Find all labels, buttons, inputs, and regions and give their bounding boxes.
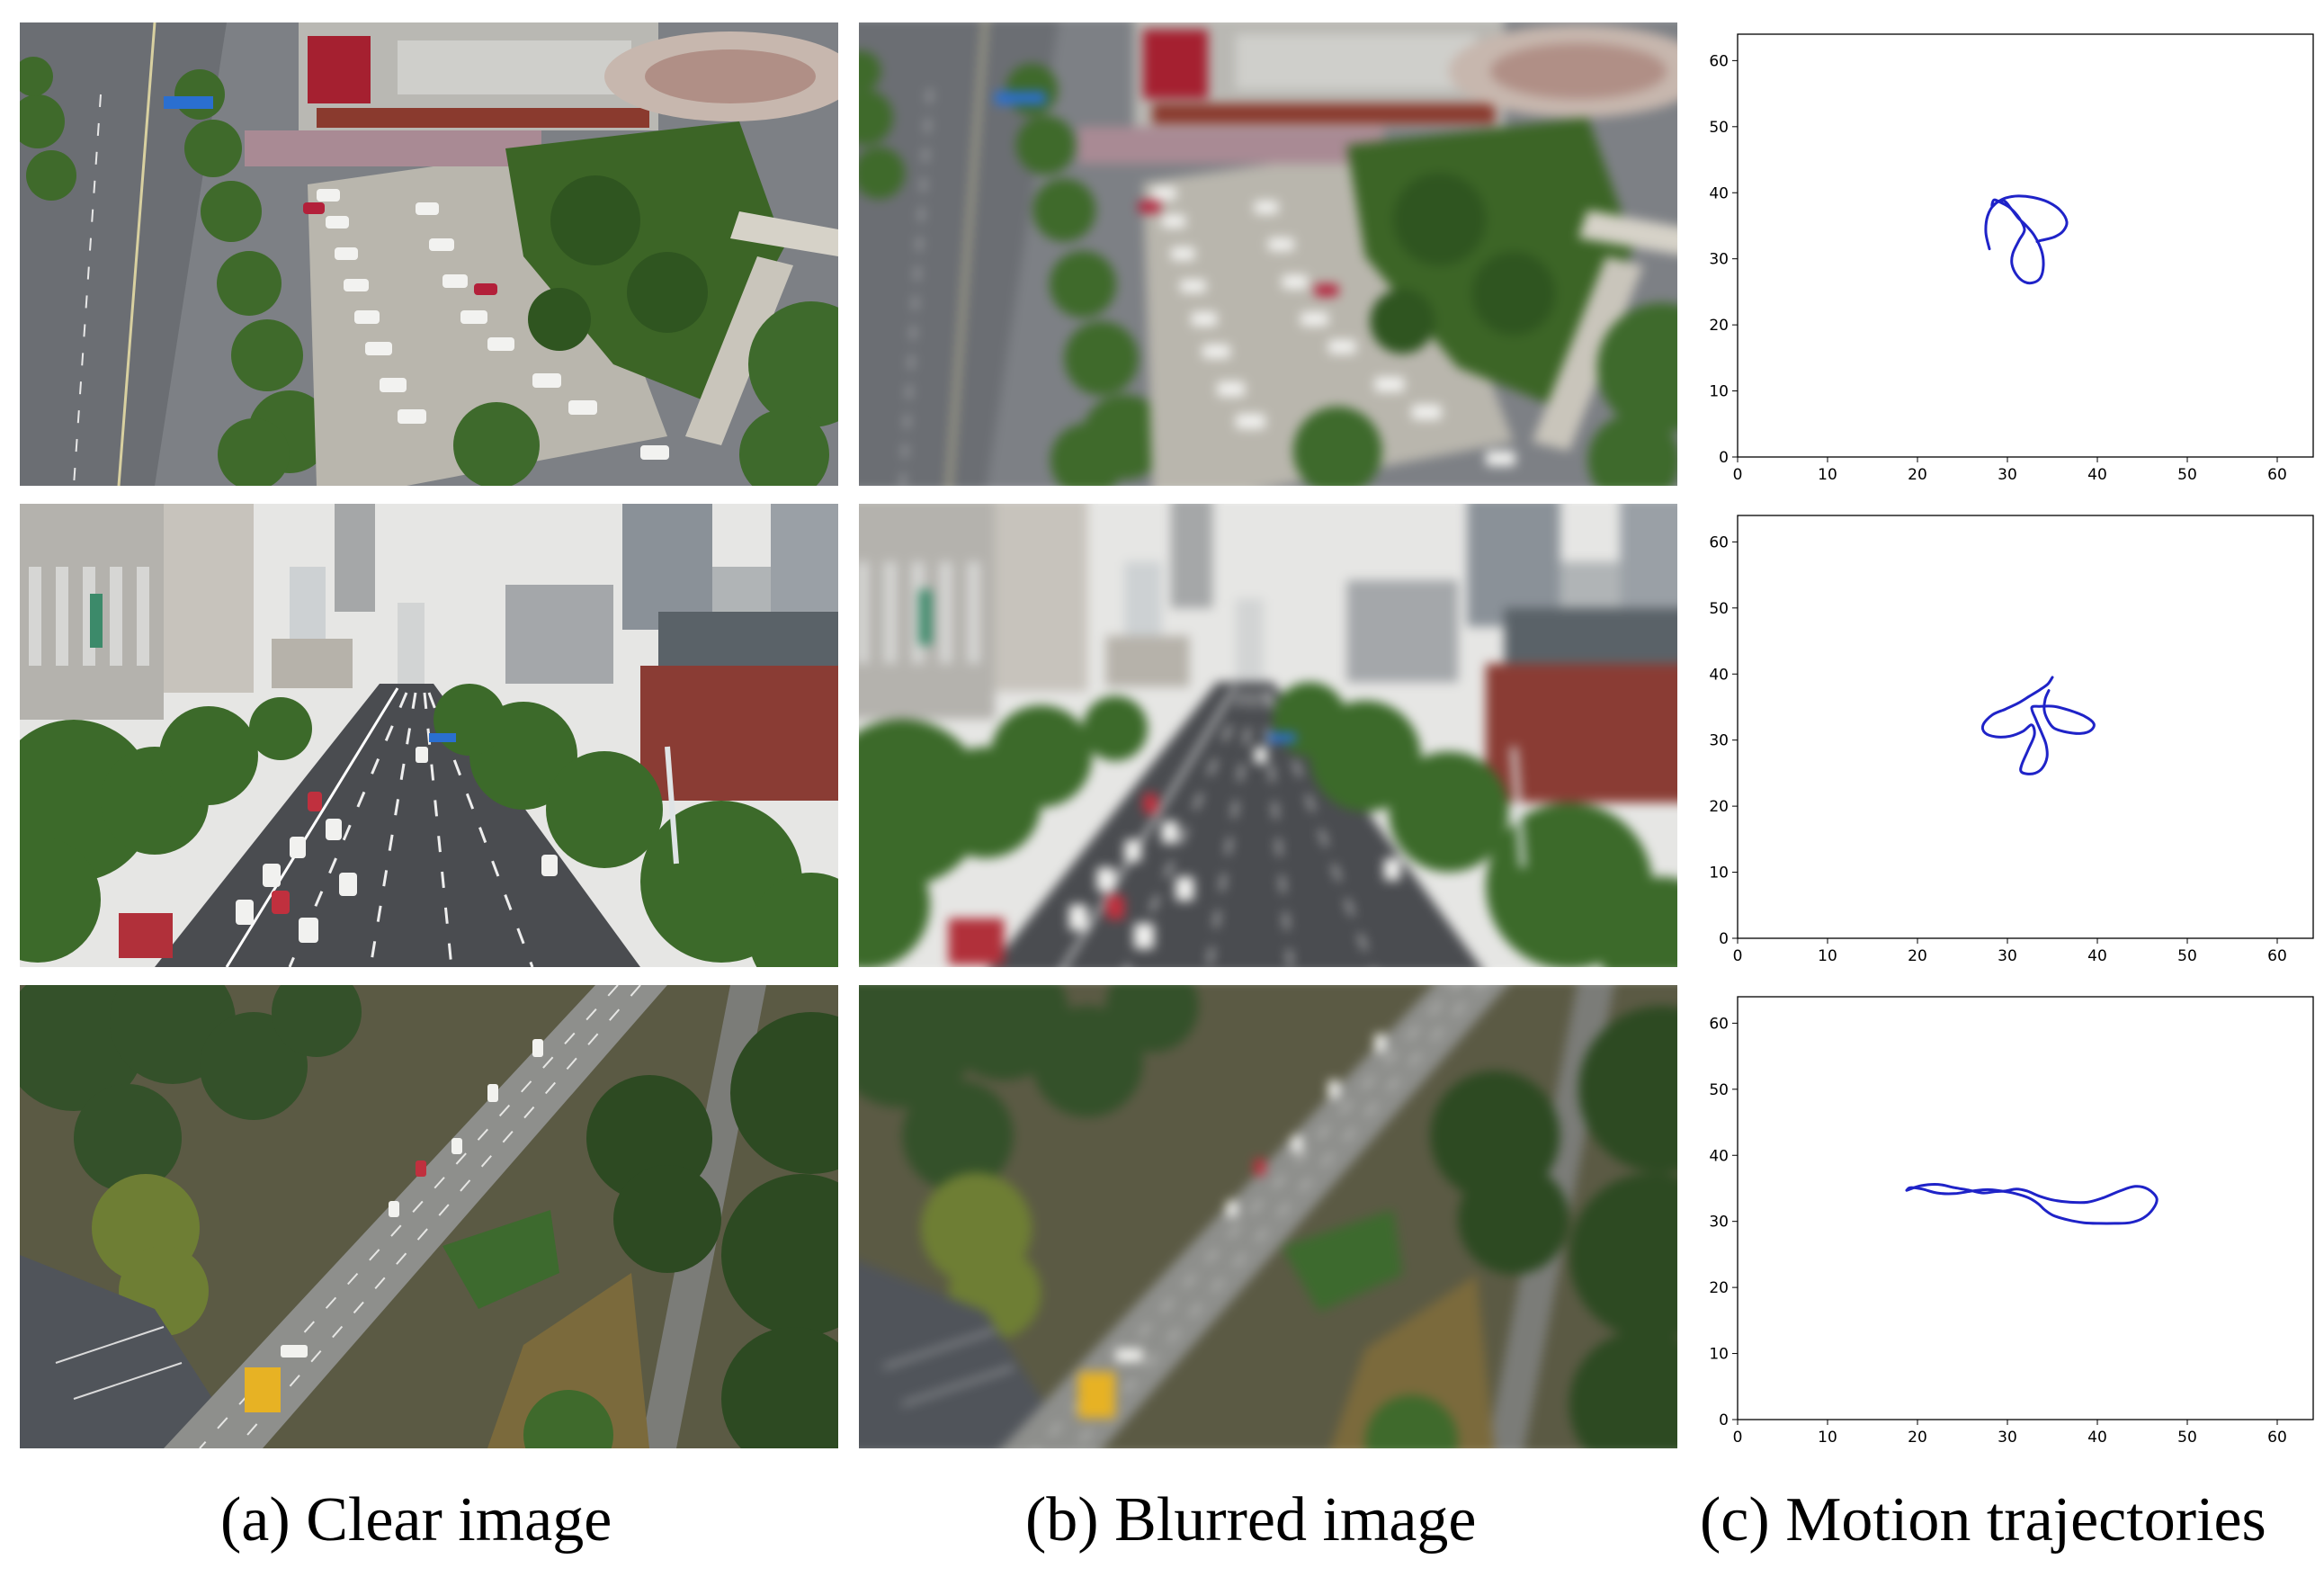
x-tick-label: 10 bbox=[1818, 466, 1837, 484]
x-tick-label: 10 bbox=[1818, 1429, 1837, 1447]
blurred-image-row3 bbox=[859, 985, 1677, 1448]
blurred-image-row1 bbox=[859, 22, 1677, 486]
clear-image-row1 bbox=[20, 22, 838, 486]
y-tick-label: 50 bbox=[1709, 119, 1729, 137]
y-tick-label: 0 bbox=[1719, 449, 1729, 467]
x-tick-label: 60 bbox=[2267, 947, 2287, 965]
x-tick-label: 0 bbox=[1733, 466, 1743, 484]
y-tick-label: 0 bbox=[1719, 1411, 1729, 1429]
plot-frame bbox=[1737, 996, 2314, 1420]
trajectory-line bbox=[1905, 1182, 2159, 1225]
y-tick-label: 30 bbox=[1709, 251, 1729, 269]
plot-frame bbox=[1737, 515, 2314, 939]
x-tick-label: 40 bbox=[2087, 947, 2107, 965]
y-tick-label: 30 bbox=[1709, 1214, 1729, 1232]
y-tick-label: 10 bbox=[1709, 1346, 1729, 1364]
y-tick-label: 20 bbox=[1709, 1279, 1729, 1297]
x-tick-label: 20 bbox=[1908, 1429, 1927, 1447]
y-tick-label: 0 bbox=[1719, 930, 1729, 948]
caption-clear-image: (a) Clear image bbox=[220, 1485, 612, 1555]
y-tick-label: 60 bbox=[1709, 533, 1729, 551]
x-tick-label: 30 bbox=[1998, 1429, 2017, 1447]
caption-blurred-image: (b) Blurred image bbox=[1025, 1485, 1477, 1555]
y-tick-label: 60 bbox=[1709, 1015, 1729, 1033]
x-tick-label: 30 bbox=[1998, 947, 2017, 965]
trajectory-plot-row3: 0 10 20 30 40 50 60 0 10 20 30 40 50 60 bbox=[1691, 981, 2320, 1466]
y-tick-label: 40 bbox=[1709, 184, 1729, 202]
caption-motion-trajectories: (c) Motion trajectories bbox=[1700, 1485, 2266, 1555]
x-tick-label: 40 bbox=[2087, 466, 2107, 484]
y-tick-label: 20 bbox=[1709, 317, 1729, 335]
blurred-image-row2 bbox=[859, 504, 1677, 967]
x-tick-label: 20 bbox=[1908, 466, 1927, 484]
x-tick-label: 40 bbox=[2087, 1429, 2107, 1447]
x-tick-label: 30 bbox=[1998, 466, 2017, 484]
y-tick-label: 60 bbox=[1709, 52, 1729, 70]
y-tick-label: 10 bbox=[1709, 865, 1729, 883]
y-tick-label: 30 bbox=[1709, 732, 1729, 750]
x-tick-label: 50 bbox=[2177, 947, 2197, 965]
trajectory-line bbox=[1984, 194, 2069, 285]
y-tick-label: 50 bbox=[1709, 1081, 1729, 1099]
x-tick-label: 50 bbox=[2177, 1429, 2197, 1447]
y-tick-label: 10 bbox=[1709, 383, 1729, 401]
clear-image-row2 bbox=[20, 504, 838, 967]
y-tick-label: 40 bbox=[1709, 666, 1729, 684]
trajectory-line bbox=[1980, 676, 2096, 775]
y-tick-label: 50 bbox=[1709, 600, 1729, 618]
clear-image-row3 bbox=[20, 985, 838, 1448]
trajectory-plot-row1: 0 10 20 30 40 50 60 0 10 20 30 40 50 60 bbox=[1691, 18, 2320, 504]
x-tick-label: 60 bbox=[2267, 466, 2287, 484]
x-tick-label: 10 bbox=[1818, 947, 1837, 965]
x-tick-label: 0 bbox=[1733, 947, 1743, 965]
x-tick-label: 50 bbox=[2177, 466, 2197, 484]
x-tick-label: 0 bbox=[1733, 1429, 1743, 1447]
y-tick-label: 20 bbox=[1709, 798, 1729, 816]
x-tick-label: 60 bbox=[2267, 1429, 2287, 1447]
y-tick-label: 40 bbox=[1709, 1147, 1729, 1165]
trajectory-plot-row2: 0 10 20 30 40 50 60 0 10 20 30 40 50 60 bbox=[1691, 499, 2320, 985]
x-tick-label: 20 bbox=[1908, 947, 1927, 965]
plot-frame bbox=[1737, 33, 2314, 458]
